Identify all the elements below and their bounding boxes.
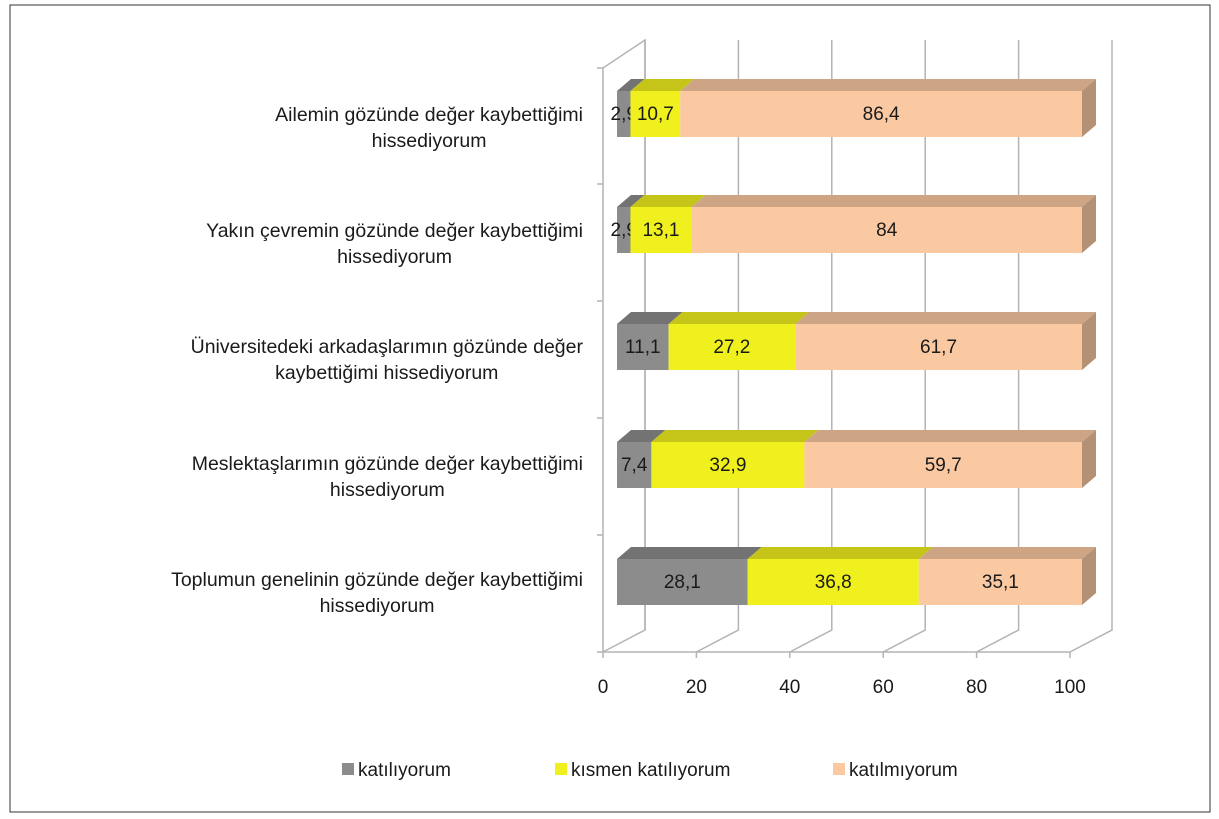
value-label: 86,4 bbox=[863, 104, 900, 125]
bar-segment bbox=[795, 312, 1096, 370]
grid-line bbox=[1069, 40, 1113, 653]
bar-top bbox=[630, 195, 706, 207]
frame bbox=[9, 4, 1211, 813]
bar-top bbox=[680, 79, 1096, 91]
bar-end bbox=[1082, 312, 1096, 370]
category-label: Meslektaşlarımın gözünde değer kaybettiğ… bbox=[191, 453, 583, 501]
legend-label: katılmıyorum bbox=[849, 760, 958, 781]
bar-segment bbox=[617, 547, 762, 605]
bar-segment bbox=[804, 430, 1096, 488]
x-tick-label: 60 bbox=[873, 677, 894, 698]
x-tick-label: 20 bbox=[686, 677, 707, 698]
bar-top bbox=[617, 79, 645, 91]
value-label: 84 bbox=[876, 220, 898, 241]
bar-end bbox=[1082, 195, 1096, 253]
bar-front bbox=[617, 559, 748, 605]
value-label: 11,1 bbox=[625, 337, 661, 358]
bar-top bbox=[617, 547, 762, 559]
value-label: 10,7 bbox=[637, 104, 674, 125]
value-label: 61,7 bbox=[920, 337, 957, 358]
bar-front bbox=[918, 559, 1082, 605]
bar-segment bbox=[617, 430, 666, 488]
bar-segment bbox=[617, 79, 645, 137]
bar-front bbox=[630, 207, 692, 253]
bar-top bbox=[747, 547, 933, 559]
bar-end bbox=[1082, 547, 1096, 605]
value-label: 35,1 bbox=[982, 572, 1019, 593]
bar-top bbox=[617, 195, 645, 207]
x-tick-label: 80 bbox=[966, 677, 987, 698]
bar-front bbox=[691, 207, 1082, 253]
bar-front bbox=[795, 324, 1082, 370]
bar-front bbox=[617, 207, 631, 253]
legend-label: kısmen katılıyorum bbox=[571, 760, 730, 781]
bar-front bbox=[617, 442, 652, 488]
bar-segment bbox=[651, 430, 819, 488]
x-tick-label: 0 bbox=[598, 677, 609, 698]
value-label: 32,9 bbox=[709, 455, 746, 476]
bar-segment bbox=[630, 79, 695, 137]
bar-segment bbox=[691, 195, 1096, 253]
legend-swatch bbox=[833, 763, 845, 775]
bar-segment bbox=[668, 312, 810, 370]
value-label: 13,1 bbox=[642, 220, 679, 241]
value-label: 28,1 bbox=[664, 572, 701, 593]
legend-swatch bbox=[555, 763, 567, 775]
bar-end bbox=[1082, 79, 1096, 137]
bar-front bbox=[617, 91, 631, 137]
bar-segment bbox=[630, 195, 706, 253]
legend-swatch bbox=[342, 763, 354, 775]
bar-top bbox=[630, 79, 695, 91]
bar-front bbox=[651, 442, 805, 488]
bar-segment bbox=[747, 547, 933, 605]
x-tick-label: 40 bbox=[779, 677, 800, 698]
bar-front bbox=[617, 324, 669, 370]
bar-top bbox=[617, 312, 683, 324]
bar-top bbox=[668, 312, 810, 324]
bar-top bbox=[795, 312, 1096, 324]
value-label: 7,4 bbox=[621, 455, 648, 476]
bar-top bbox=[651, 430, 819, 442]
bar-top bbox=[691, 195, 1096, 207]
bar-segment bbox=[918, 547, 1096, 605]
bar-front bbox=[630, 91, 681, 137]
value-label: 2,9 bbox=[611, 220, 637, 241]
x-tick-label: 100 bbox=[1054, 677, 1086, 698]
bar-front bbox=[668, 324, 796, 370]
bar-segment bbox=[617, 195, 645, 253]
bar-front bbox=[804, 442, 1082, 488]
bar-front bbox=[747, 559, 919, 605]
bar-top bbox=[617, 430, 666, 442]
value-label: 2,9 bbox=[611, 104, 637, 125]
bar-segment bbox=[680, 79, 1096, 137]
category-label: Üniversitedeki arkadaşlarımın gözünde de… bbox=[190, 336, 583, 384]
legend-label: katılıyorum bbox=[358, 760, 451, 781]
bar-top bbox=[918, 547, 1096, 559]
value-label: 27,2 bbox=[713, 337, 750, 358]
category-label: Ailemin gözünde değer kaybettiğimi hisse… bbox=[275, 104, 583, 152]
bar-segment bbox=[617, 312, 683, 370]
category-label: Yakın çevremin gözünde değer kaybettiğim… bbox=[206, 220, 583, 268]
bar-top bbox=[804, 430, 1096, 442]
bar-end bbox=[1082, 430, 1096, 488]
bar-front bbox=[680, 91, 1082, 137]
value-label: 36,8 bbox=[815, 572, 852, 593]
value-label: 59,7 bbox=[925, 455, 962, 476]
category-label: Toplumun genelinin gözünde değer kaybett… bbox=[171, 569, 583, 617]
